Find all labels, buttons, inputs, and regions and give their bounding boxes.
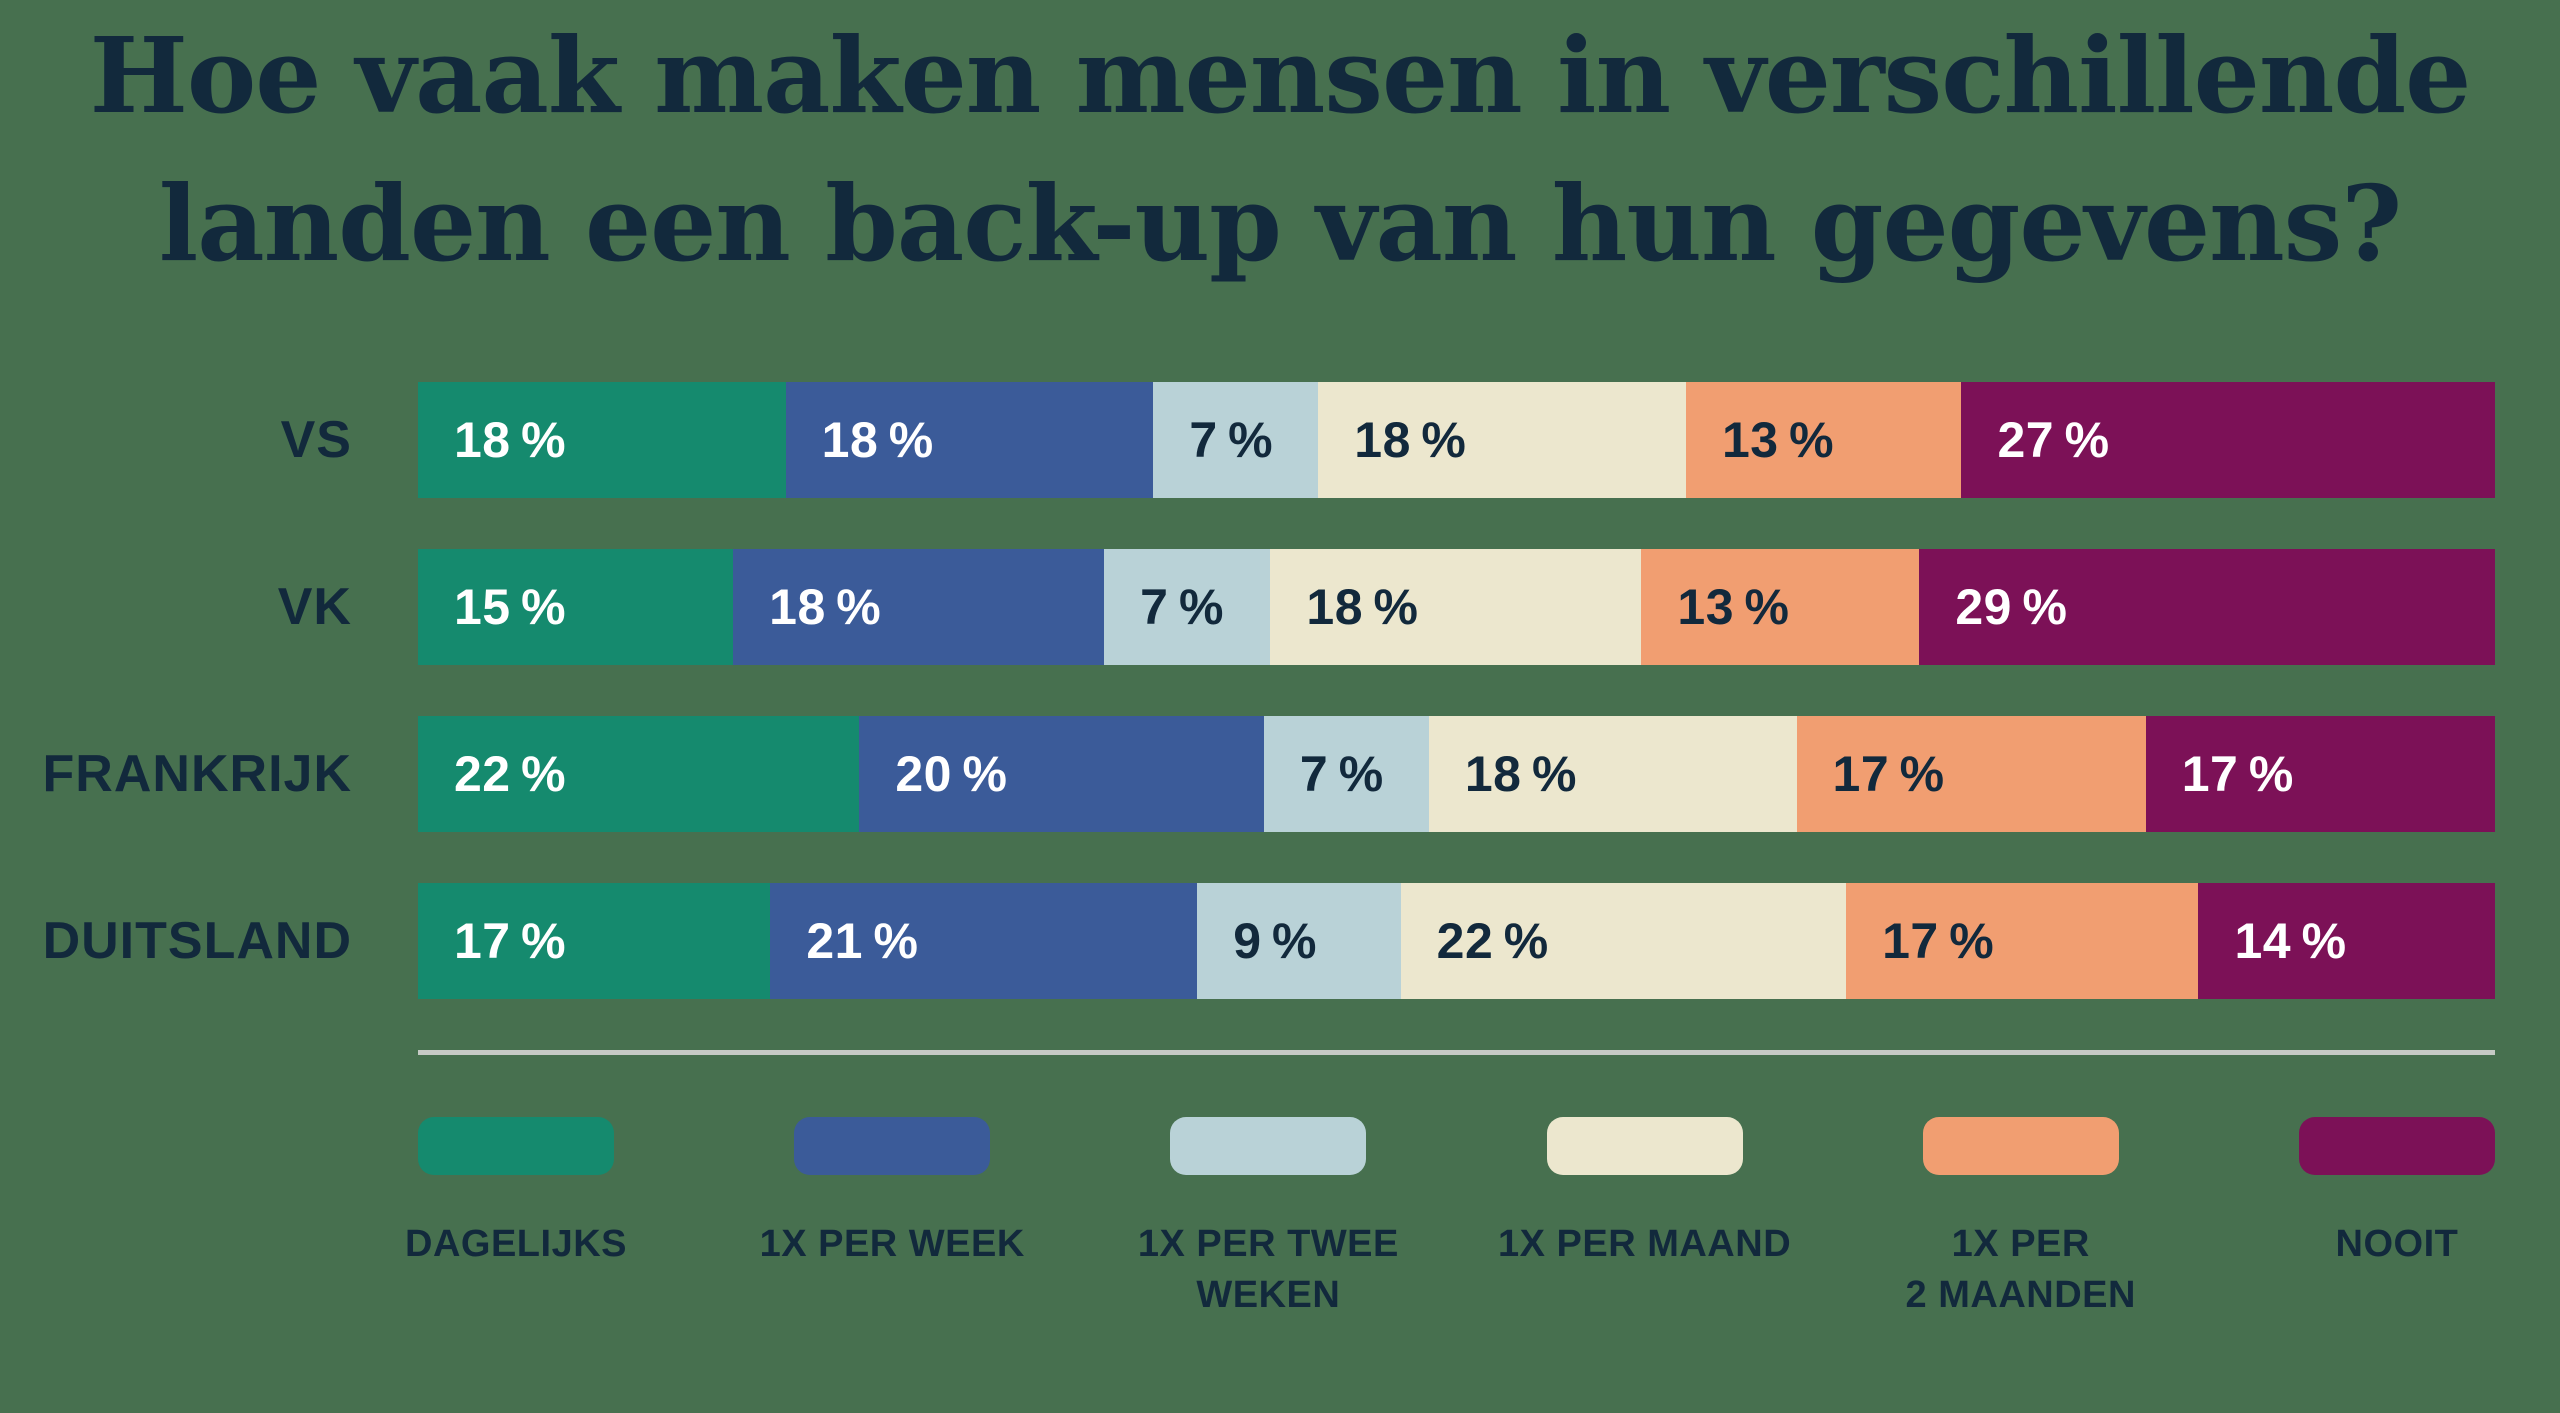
- legend-label: 1X PER WEEK: [760, 1219, 1025, 1269]
- legend-item: DAGELIJKS: [405, 1117, 627, 1319]
- legend-item: 1X PER 2 MAANDEN: [1906, 1117, 2135, 1319]
- bar-row: VK 15 % 18 % 7 % 18 % 13 % 29 %: [0, 549, 2560, 666]
- bar-segment-value: 18 %: [821, 412, 934, 469]
- bar-row: VS 18 % 18 % 7 % 18 % 13 % 27 %: [0, 382, 2560, 499]
- legend-divider: [418, 1050, 2495, 1056]
- bar-segment: 22 %: [418, 716, 860, 833]
- legend-label-line: 1X PER TWEE: [1137, 1223, 1399, 1266]
- stacked-bar: 15 % 18 % 7 % 18 % 13 % 29 %: [418, 549, 2496, 666]
- chart-title-line1: Hoe vaak maken mensen in verschillende: [89, 14, 2472, 137]
- bar-segment-value: 18 %: [1354, 412, 1467, 469]
- bar-segment: 18 %: [1428, 716, 1797, 833]
- bar-segment-value: 18 %: [454, 412, 567, 469]
- bar-segment-value: 29 %: [1955, 579, 2068, 636]
- stacked-bar: 18 % 18 % 7 % 18 % 13 % 27 %: [418, 382, 2495, 499]
- bar-segment-value: 21 %: [806, 913, 919, 970]
- chart-title-line2: landen een back-up van hun gegevens?: [158, 161, 2403, 285]
- bar-segment-value: 17 %: [1832, 746, 1945, 803]
- legend-label: NOOIT: [2336, 1219, 2459, 1269]
- bar-segment: 13 %: [1685, 382, 1962, 499]
- bar-segment: 17 %: [1796, 716, 2146, 833]
- row-label: DUITSLAND: [42, 912, 352, 971]
- legend-label-line: DAGELIJKS: [405, 1223, 627, 1266]
- bar-segment-value: 17 %: [2181, 746, 2294, 803]
- bar-segment-value: 13 %: [1721, 412, 1835, 469]
- legend-swatch: [418, 1117, 614, 1176]
- legend-label-line: NOOIT: [2335, 1223, 2459, 1266]
- stacked-bar: 22 % 20 % 7 % 18 % 17 % 17 %: [418, 716, 2495, 833]
- bar-segment-value: 18 %: [1464, 746, 1577, 803]
- bar-segment: 7 %: [1153, 382, 1319, 499]
- legend-label-line: 1X PER: [1951, 1223, 2090, 1266]
- bar-segment-value: 27 %: [1997, 412, 2110, 469]
- bar-segment-value: 14 %: [2234, 913, 2347, 970]
- legend: DAGELIJKS 1X PER WEEK 1X PER TWEE WEKEN 1X P…: [405, 1117, 2495, 1319]
- bar-segment-value: 15 %: [454, 579, 567, 636]
- bar-segment: 21 %: [770, 883, 1198, 1000]
- bar-row: FRANKRIJK 22 % 20 % 7 % 18 % 17 % 17 %: [0, 716, 2560, 833]
- row-label: VK: [277, 578, 352, 637]
- legend-swatch: [1170, 1117, 1367, 1176]
- legend-swatch: [1546, 1117, 1743, 1176]
- legend-label-line: 1X PER MAAND: [1497, 1223, 1792, 1266]
- legend-swatch: [1922, 1117, 2119, 1176]
- legend-label-line: 2 MAANDEN: [1905, 1273, 2136, 1316]
- legend-swatch: [794, 1117, 991, 1176]
- bar-segment-value: 22 %: [454, 746, 567, 803]
- row-label: VS: [280, 411, 352, 470]
- bar-segment: 7 %: [1104, 549, 1271, 666]
- bar-segment: 9 %: [1197, 883, 1401, 1000]
- bar-segment-value: 22 %: [1436, 913, 1549, 970]
- bar-segment: 18 %: [1318, 382, 1686, 499]
- bar-segment: 20 %: [859, 716, 1264, 833]
- bar-segment: 15 %: [418, 549, 734, 666]
- bar-segment-value: 18 %: [1306, 579, 1419, 636]
- bar-segment-value: 9 %: [1233, 913, 1317, 970]
- legend-label: DAGELIJKS: [405, 1219, 627, 1269]
- legend-item: NOOIT: [2298, 1117, 2495, 1319]
- bar-segment: 14 %: [2198, 883, 2496, 1000]
- bar-segment: 27 %: [1961, 382, 2495, 499]
- row-label: FRANKRIJK: [42, 745, 352, 804]
- bar-segment-value: 20 %: [895, 746, 1008, 803]
- bar-segment: 17 %: [2145, 716, 2495, 833]
- bar-segment-value: 18 %: [769, 579, 882, 636]
- bar-segment-value: 17 %: [454, 913, 567, 970]
- bar-segment: 18 %: [785, 382, 1154, 499]
- legend-label: 1X PER TWEE WEKEN: [1138, 1219, 1399, 1319]
- stacked-bar: 17 % 21 % 9 % 22 % 17 % 14 %: [418, 883, 2496, 1000]
- legend-label-line: WEKEN: [1196, 1273, 1341, 1316]
- bar-segment-value: 17 %: [1882, 913, 1995, 970]
- bar-segment-value: 13 %: [1677, 579, 1790, 636]
- bar-segment-value: 7 %: [1299, 746, 1384, 803]
- bar-segment: 17 %: [1846, 883, 2199, 1000]
- legend-item: 1X PER TWEE WEKEN: [1138, 1117, 1398, 1319]
- legend-item: 1X PER WEEK: [760, 1117, 1024, 1319]
- bar-segment: 29 %: [1919, 549, 2496, 666]
- bar-rows: VS 18 % 18 % 7 % 18 % 13 % 27 % VK 15 % 18 % 7 % 18…: [0, 382, 2560, 1000]
- chart-title: Hoe vaak maken mensen in verschillende l…: [0, 0, 2560, 297]
- bar-segment: 7 %: [1263, 716, 1429, 833]
- legend-label: 1X PER MAAND: [1498, 1219, 1791, 1269]
- bar-segment-value: 7 %: [1189, 412, 1274, 469]
- bar-segment: 13 %: [1641, 549, 1920, 666]
- legend-item: 1X PER MAAND: [1498, 1117, 1791, 1319]
- bar-row: DUITSLAND 17 % 21 % 9 % 22 % 17 % 14 %: [0, 883, 2560, 1000]
- legend-label-line: 1X PER WEEK: [759, 1223, 1025, 1266]
- legend-label: 1X PER 2 MAANDEN: [1906, 1219, 2136, 1319]
- bar-segment: 18 %: [418, 382, 786, 499]
- bar-segment: 17 %: [418, 883, 771, 1000]
- bar-segment-value: 7 %: [1140, 579, 1224, 636]
- bar-segment: 18 %: [1270, 549, 1642, 666]
- bar-segment: 22 %: [1400, 883, 1847, 1000]
- bar-segment: 18 %: [733, 549, 1105, 666]
- legend-swatch: [2298, 1117, 2495, 1176]
